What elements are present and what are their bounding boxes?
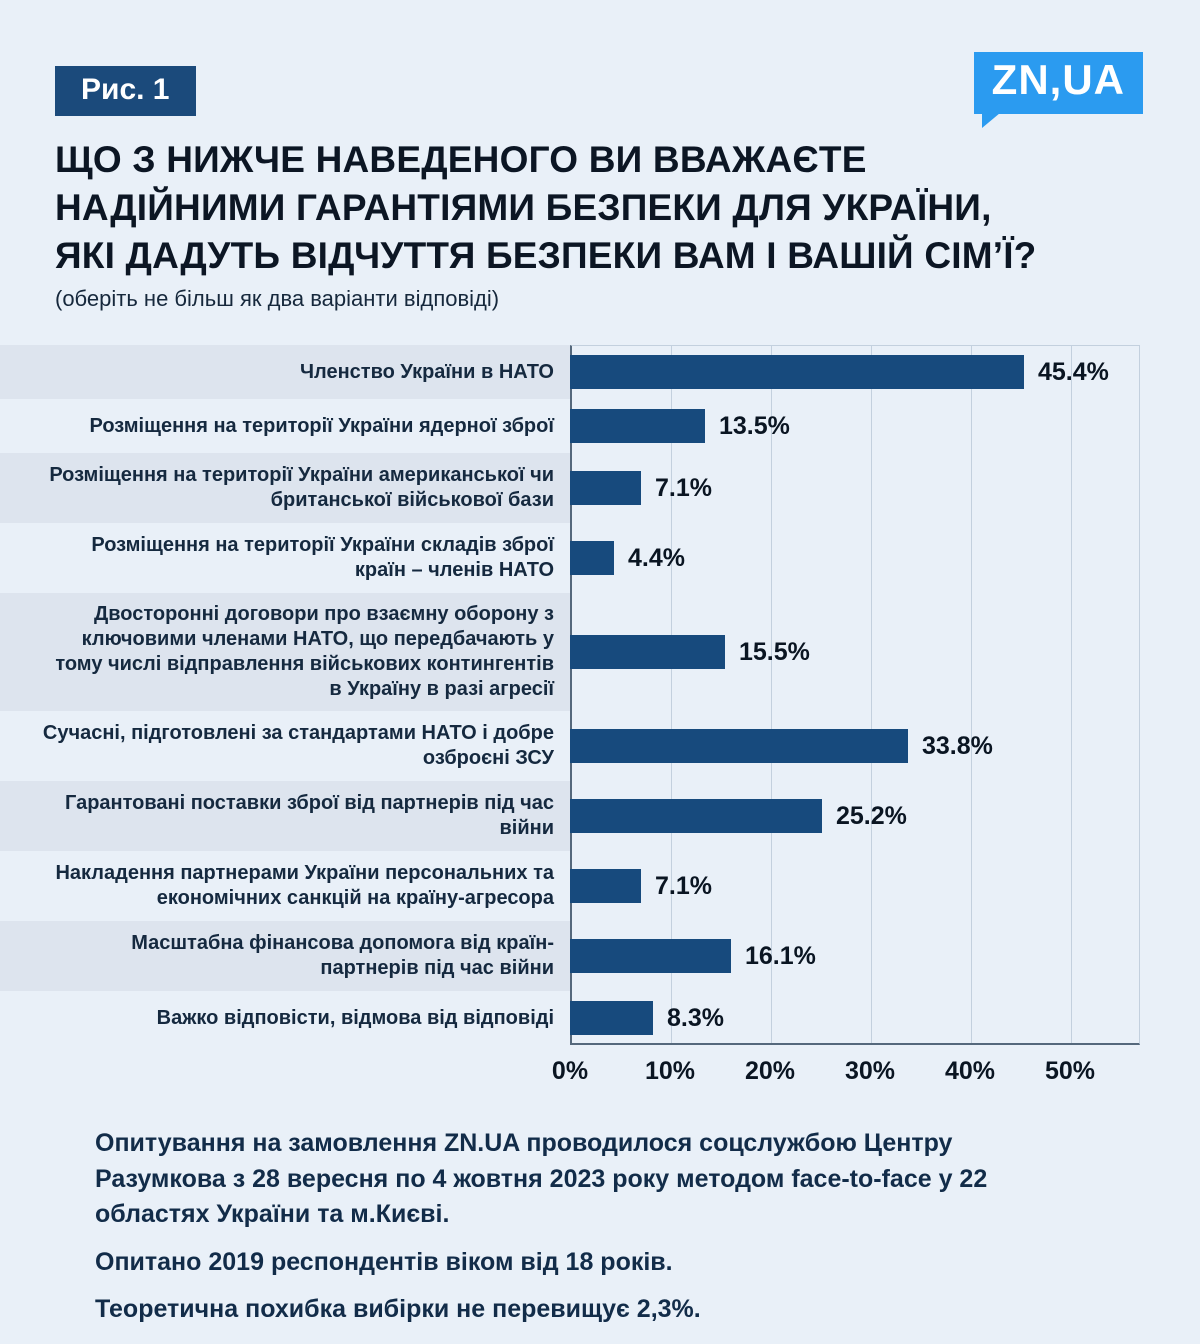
plot-background [570, 345, 1140, 1045]
bar [570, 939, 731, 973]
x-axis: 0% 10% 20% 30% 40% 50% [552, 1057, 1200, 1101]
bar-value-label: 25.2% [836, 801, 907, 830]
category-label: Накладення партнерами України персональн… [55, 862, 554, 909]
x-tick-label: 30% [844, 1057, 896, 1085]
chart-row: Членство України в НАТО 45.4% [0, 345, 1200, 399]
bar-track: 4.4% [570, 523, 1200, 593]
category-label: Розміщення на території України американ… [0, 453, 570, 523]
category-label: Двосторонні договори про взаємну оборону… [0, 593, 570, 711]
chart-row: Двосторонні договори про взаємну оборону… [0, 593, 1200, 711]
x-tick-label: 10% [644, 1057, 696, 1085]
figure-number-badge: Рис. 1 [55, 66, 196, 116]
category-label: Розміщення на території України складів … [91, 534, 554, 581]
chart-row: Гарантовані поставки зброї від партнерів… [0, 781, 1200, 851]
chart-row: Розміщення на території України американ… [0, 453, 1200, 523]
bar [570, 869, 641, 903]
bar [570, 409, 705, 443]
footnote-respondents: Опитано 2019 респондентів віком від 18 р… [95, 1247, 673, 1276]
bar [570, 541, 614, 575]
bar-value-label: 16.1% [745, 941, 816, 970]
bar-track: 7.1% [570, 851, 1200, 921]
chart-subtitle: (оберіть не більш як два варіанти відпов… [55, 286, 500, 311]
chart-row: Накладення партнерами України персональн… [0, 851, 1200, 921]
bar-value-label: 33.8% [922, 731, 993, 760]
bar [570, 799, 822, 833]
chart-row: Розміщення на території України ядерної … [0, 399, 1200, 453]
bar-value-label: 45.4% [1038, 357, 1109, 386]
category-label: Членство України в НАТО [0, 345, 570, 399]
znua-logo: ZN,UA [973, 52, 1143, 128]
bar-value-label: 13.5% [719, 411, 790, 440]
category-label: Розміщення на території України ядерної … [89, 414, 555, 437]
chart-row: Розміщення на території України складів … [0, 523, 1200, 593]
chart-row: Важко відповісти, відмова від відповіді 8… [0, 991, 1200, 1045]
x-tick-label: 0% [551, 1057, 589, 1085]
x-tick-label: 40% [944, 1057, 996, 1085]
chart-rows: Членство України в НАТО 45.4% Розміщення н… [0, 345, 1200, 1045]
bar [570, 729, 908, 763]
chart-title-line-1: ЩО З НИЖЧЕ НАВЕДЕНОГО ВИ ВВАЖАЄТЕ [55, 139, 867, 180]
figure-number-label: Рис. 1 [81, 73, 170, 106]
bar-track: 13.5% [570, 399, 1200, 453]
x-tick-label: 20% [744, 1057, 796, 1085]
footnote-survey-method: Опитування на замовлення ZN.UA проводило… [95, 1129, 988, 1228]
bar-track: 7.1% [570, 453, 1200, 523]
bar-track: 25.2% [570, 781, 1200, 851]
category-label: Сучасні, підготовлені за стандартами НАТ… [42, 722, 554, 769]
bar-value-label: 7.1% [655, 871, 712, 900]
bar-track: 15.5% [570, 593, 1200, 711]
x-tick-label: 50% [1044, 1057, 1096, 1085]
znua-logo-text: ZN,UA [991, 56, 1125, 103]
bar-chart: Членство України в НАТО 45.4% Розміщення н… [0, 345, 1200, 1101]
chart-title: ЩО З НИЖЧЕ НАВЕДЕНОГО ВИ ВВАЖАЄТЕ НАДІЙН… [55, 136, 1036, 280]
bar-track: 33.8% [570, 711, 1200, 781]
bar [570, 1001, 653, 1035]
chart-row: Масштабна фінансова допомога від країн-п… [0, 921, 1200, 991]
category-label: Гарантовані поставки зброї від партнерів… [0, 781, 570, 851]
methodology-footnotes: Опитування на замовлення ZN.UA проводило… [95, 1126, 1085, 1328]
bar [570, 471, 641, 505]
bar-track: 8.3% [570, 991, 1200, 1045]
bar [570, 635, 725, 669]
footnote-sampling-error: Теоретична похибка вибірки не перевищує … [95, 1295, 701, 1323]
category-label: Важко відповісти, відмова від відповіді [156, 1006, 554, 1029]
bar-value-label: 15.5% [739, 637, 810, 666]
category-label: Масштабна фінансова допомога від країн-п… [0, 921, 570, 991]
chart-title-line-3: ЯКІ ДАДУТЬ ВІДЧУТТЯ БЕЗПЕКИ ВАМ І ВАШІЙ … [55, 235, 1037, 277]
bar [570, 355, 1024, 389]
bar-track: 16.1% [570, 921, 1200, 991]
bar-track: 45.4% [570, 345, 1200, 399]
bar-value-label: 7.1% [655, 473, 712, 502]
bar-value-label: 8.3% [667, 1003, 724, 1032]
bar-value-label: 4.4% [628, 543, 685, 572]
chart-row: Сучасні, підготовлені за стандартами НАТ… [0, 711, 1200, 781]
chart-title-line-2: НАДІЙНИМИ ГАРАНТІЯМИ БЕЗПЕКИ ДЛЯ УКРАЇНИ… [55, 187, 992, 229]
